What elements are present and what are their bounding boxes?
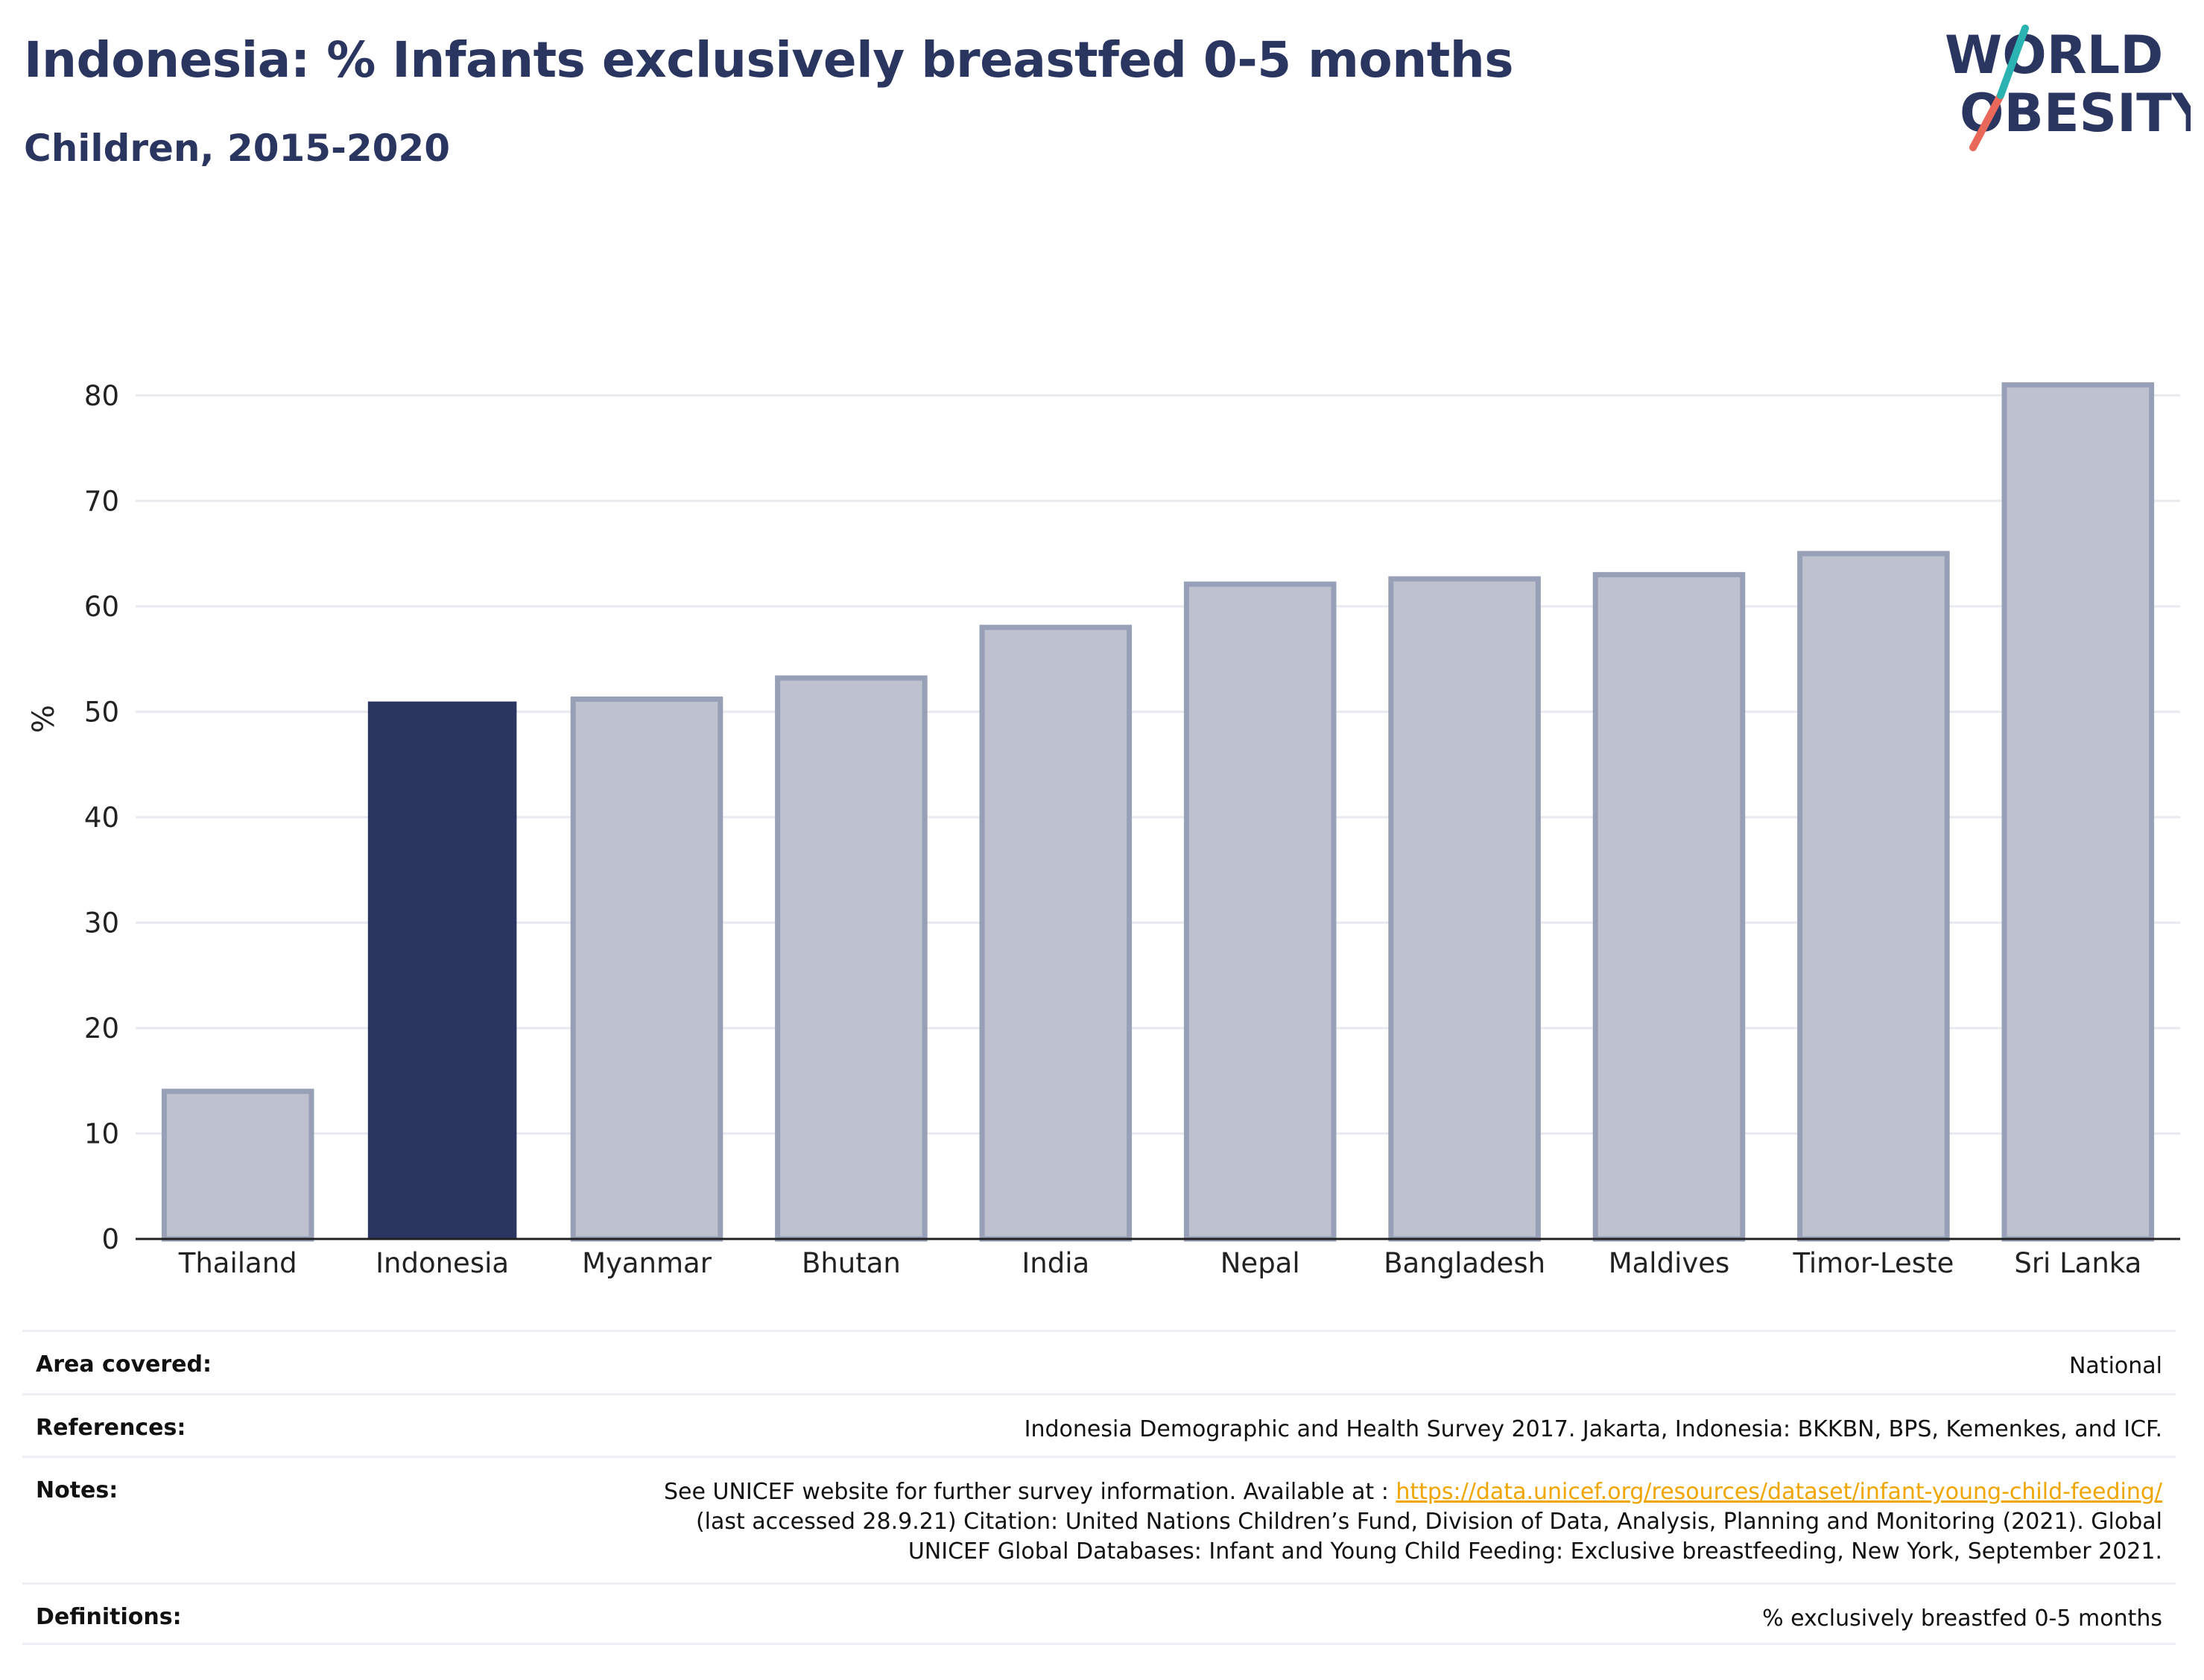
bar-sri-lanka [2001,382,2155,1242]
bar-india [979,624,1133,1242]
bars [161,382,2155,1242]
y-tick-label: 70 [84,485,119,517]
x-tick-label: Nepal [1220,1247,1300,1279]
bar-timor-leste [1797,551,1950,1242]
bar-bhutan [775,675,928,1242]
info-row-notes: Notes: See UNICEF website for further su… [22,1456,2176,1582]
logo-line1: WORLD [1945,25,2163,86]
x-tick-label: Bangladesh [1384,1247,1545,1279]
notes-label: Notes: [36,1477,118,1503]
bar-indonesia [367,701,517,1240]
axes: 0 10 20 30 40 50 60 70 80 Thailand Indonesia Myanma… [84,380,2180,1279]
x-tick-label: Maldives [1609,1247,1730,1279]
x-tick-label: Thailand [178,1247,297,1279]
world-obesity-logo: WORLD OBESITY [1945,25,2191,151]
references-label: References: [36,1415,186,1441]
y-tick-label: 10 [84,1118,119,1150]
info-row-definitions: Definitions: % exclusively breastfed 0-5… [22,1582,2176,1645]
y-tick-label: 80 [84,380,119,412]
definitions-label: Definitions: [36,1604,182,1630]
y-tick-label: 60 [84,591,119,623]
x-tick-label: Timor-Leste [1792,1247,1954,1279]
area-label: Area covered: [36,1351,212,1378]
y-tick-label: 50 [84,696,119,728]
references-value: Indonesia Demographic and Health Survey … [1024,1416,2162,1442]
bar-chart: 0 10 20 30 40 50 60 70 80 Thailand Indonesia Myanma… [27,380,2180,1279]
y-tick-label: 40 [84,802,119,834]
info-table: Area covered: National References: Indon… [22,1330,2176,1645]
x-tick-label: Indonesia [376,1247,509,1279]
area-value: National [2068,1353,2162,1379]
x-tick-label: Myanmar [582,1247,712,1279]
y-tick-label: 30 [84,907,119,939]
notes-line1-prefix: See UNICEF website for further survey in… [664,1479,1396,1505]
notes-line2: (last accessed 28.9.21) Citation: United… [695,1509,2162,1535]
chart-title: Indonesia: % Infants exclusively breastf… [24,31,1514,89]
y-tick-label: 0 [101,1223,119,1255]
x-tick-label: Sri Lanka [2014,1247,2141,1279]
chart-subtitle: Children, 2015-2020 [24,127,450,170]
definitions-value: % exclusively breastfed 0-5 months [1762,1605,2162,1632]
info-row-references: References: Indonesia Demographic and He… [22,1393,2176,1456]
bar-thailand [161,1088,314,1242]
y-axis-label: % [27,705,61,733]
info-row-area: Area covered: National [22,1330,2176,1393]
bar-myanmar [570,696,723,1242]
x-tick-label: India [1022,1247,1089,1279]
bar-maldives [1592,571,1746,1242]
bar-bangladesh [1388,576,1541,1242]
notes-line3: UNICEF Global Databases: Infant and Youn… [908,1538,2162,1565]
notes-value: See UNICEF website for further survey in… [664,1477,2162,1582]
x-tick-label: Bhutan [802,1247,901,1279]
bar-nepal [1183,581,1337,1242]
unicef-link[interactable]: https://data.unicef.org/resources/datase… [1396,1479,2162,1505]
y-tick-label: 20 [84,1012,119,1045]
